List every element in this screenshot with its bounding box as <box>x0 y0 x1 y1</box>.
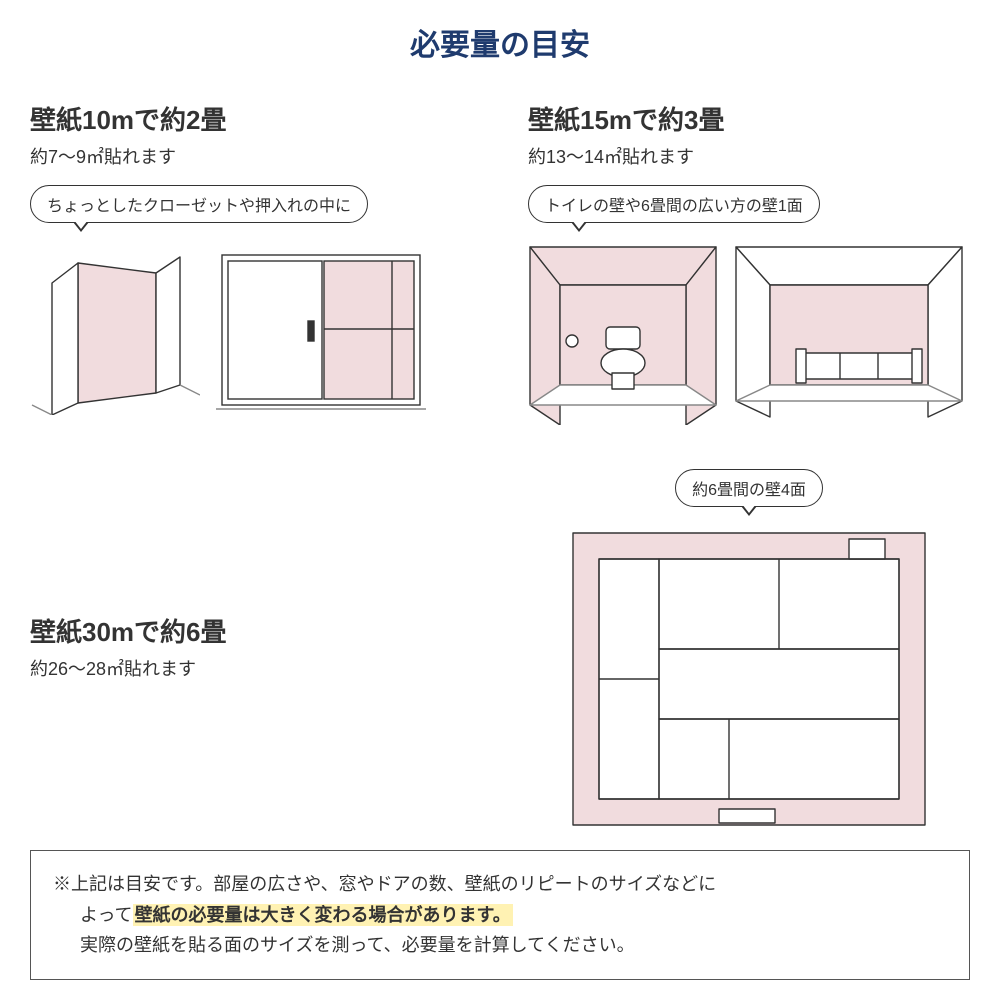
section-15m-bubble: トイレの壁や6畳間の広い方の壁1面 <box>528 185 820 223</box>
section-30m-bubble: 約6畳間の壁4面 <box>675 469 823 507</box>
section-10m-sub: 約7～9㎡貼れます <box>30 143 472 169</box>
note-line1: ※上記は目安です。部屋の広さや、窓やドアの数、壁紙のリピートのサイズなどに <box>53 869 947 900</box>
section-30m-heading: 壁紙30mで約6畳 <box>30 612 472 649</box>
section-15m-sub: 約13～14㎡貼れます <box>528 143 970 169</box>
closet-open-icon <box>30 245 200 415</box>
note-line2-pre: よって <box>80 905 133 925</box>
section-30m-illus-block: 約6畳間の壁4面 <box>528 469 970 841</box>
floorplan-icon <box>569 529 929 829</box>
note-line2-highlight: 壁紙の必要量は大きく変わる場合があります。 <box>133 904 513 926</box>
page-title: 必要量の目安 <box>30 20 970 64</box>
section-15m: 壁紙15mで約3畳 約13～14㎡貼れます トイレの壁や6畳間の広い方の壁1面 <box>528 100 970 437</box>
note-line3-text: 実際の壁紙を貼る面のサイズを測って、必要量を計算してください。 <box>80 935 635 955</box>
section-15m-illus <box>528 245 970 425</box>
section-10m-heading: 壁紙10mで約2畳 <box>30 100 472 137</box>
section-30m: 壁紙30mで約6畳 約26～28㎡貼れます <box>30 612 472 697</box>
section-30m-sub: 約26～28㎡貼れます <box>30 655 472 681</box>
section-10m-bubble: ちょっとしたクローゼットや押入れの中に <box>30 185 368 223</box>
section-30m-illus <box>528 529 970 829</box>
living-wall-icon <box>734 245 964 425</box>
section-15m-heading: 壁紙15mで約3畳 <box>528 100 970 137</box>
sliding-doors-icon <box>216 245 426 415</box>
toilet-room-icon <box>528 245 718 425</box>
note-line3: 実際の壁紙を貼る面のサイズを測って、必要量を計算してください。 <box>53 930 947 961</box>
section-10m: 壁紙10mで約2畳 約7～9㎡貼れます ちょっとしたクローゼットや押入れの中に <box>30 100 472 437</box>
note-line2: よって壁紙の必要量は大きく変わる場合があります。 <box>53 900 947 931</box>
note-line1-text: ※上記は目安です。部屋の広さや、窓やドアの数、壁紙のリピートのサイズなどに <box>53 874 716 894</box>
sections-grid: 壁紙10mで約2畳 約7～9㎡貼れます ちょっとしたクローゼットや押入れの中に <box>30 100 970 840</box>
section-10m-illus <box>30 245 472 415</box>
note-box: ※上記は目安です。部屋の広さや、窓やドアの数、壁紙のリピートのサイズなどに よっ… <box>30 850 970 980</box>
